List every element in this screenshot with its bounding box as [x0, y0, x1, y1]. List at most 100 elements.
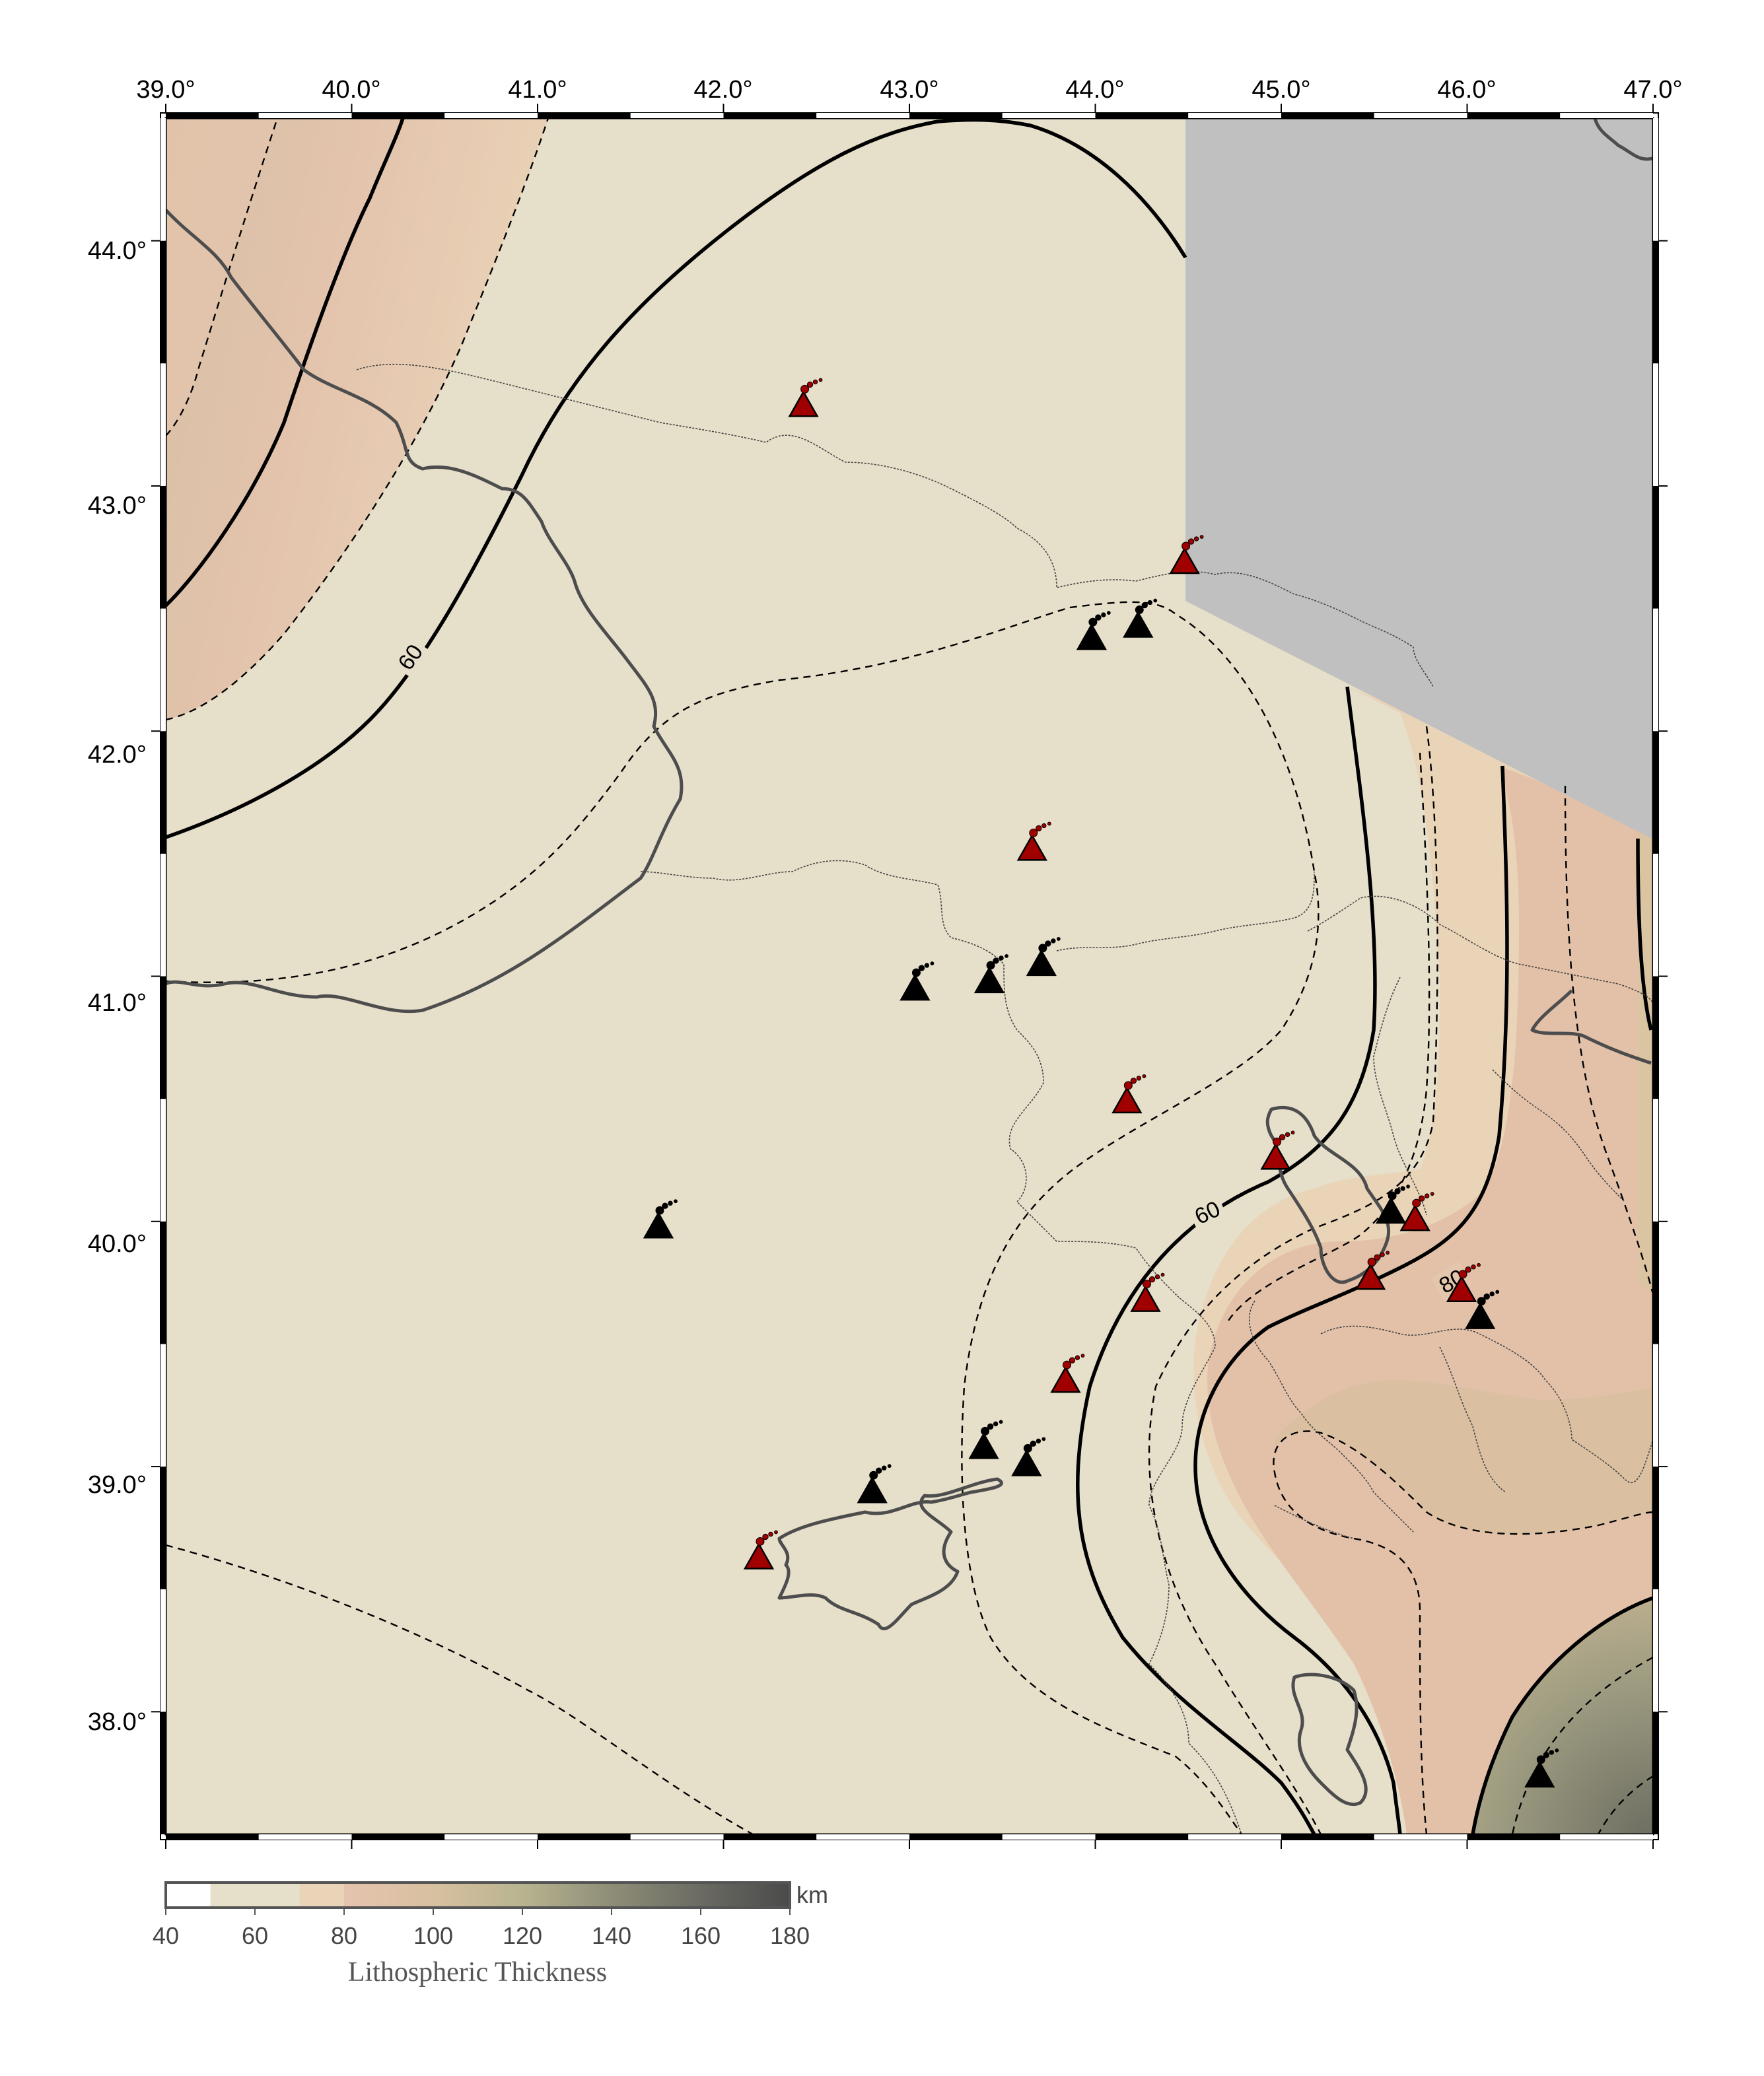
frame-tick-bar	[909, 113, 1003, 118]
thickness-zone-far-southeast	[1473, 1598, 1653, 1834]
colorbar-ticks	[165, 1908, 791, 1915]
colorbar-tick-label: 160	[681, 1922, 721, 1949]
colorbar-tick-label: 40	[153, 1922, 179, 1949]
volcano-black-icon	[973, 954, 1008, 994]
lat-tick-label: 41.0°	[88, 989, 147, 1017]
colorbar-ramp	[164, 1881, 791, 1909]
map-frame	[151, 104, 1668, 1849]
frame-tick-bar	[1653, 1712, 1658, 1834]
frame-tick-bar	[160, 1467, 166, 1589]
frame-tick-bar	[1095, 113, 1189, 118]
lat-tick-label: 43.0°	[88, 492, 147, 520]
frame-tick-bar	[166, 113, 259, 118]
frame-tick-bar	[1467, 1834, 1561, 1840]
frame-tick-bar	[538, 1834, 631, 1840]
lat-tick-label: 38.0°	[88, 1708, 147, 1736]
frame-tick-bar	[160, 1589, 166, 1712]
volcano-red-icon	[1050, 1354, 1085, 1393]
frame-tick-bar	[160, 485, 166, 609]
lake-van-shore	[777, 1477, 1003, 1630]
frame-tick-bar	[166, 1834, 259, 1840]
frame-tick-bar	[444, 113, 538, 118]
frame-tick-bar	[1560, 113, 1653, 118]
frame-tick-bar	[1188, 1834, 1281, 1840]
frame-tick-bar	[630, 1834, 724, 1840]
frame-tick-bar	[160, 118, 166, 241]
frame-tick-bar	[160, 976, 166, 1099]
lake-urmia-shore	[1291, 1673, 1368, 1807]
lat-tick-labels: 44.0° 43.0° 42.0° 41.0° 40.0° 39.0° 38.0…	[88, 237, 147, 1736]
thickness-zone-northwest-inner	[166, 118, 277, 436]
lat-tick-label: 44.0°	[88, 237, 147, 265]
frame-tick-bar	[1095, 1834, 1189, 1840]
frame-tick-bar	[160, 363, 166, 486]
frame-tick-bar	[1653, 1467, 1658, 1589]
volcano-black-icon	[1524, 1748, 1559, 1788]
frame-tick-bar	[1374, 113, 1467, 118]
volcano-red-icon	[1260, 1130, 1295, 1170]
frame-tick-bar	[723, 113, 817, 118]
colorbar-tick-label: 60	[242, 1922, 268, 1949]
no-data-region	[1185, 118, 1653, 839]
volcano-red-icon	[1399, 1192, 1434, 1231]
volcano-red-icon	[1130, 1272, 1165, 1312]
frame-tick-bar	[1653, 731, 1658, 854]
lon-tick-label: 47.0°	[1623, 76, 1682, 104]
colorbar: km 40 60 80 100 120 140 160 180 Lithosph…	[153, 1881, 828, 1988]
contours-bold	[166, 118, 1653, 1834]
frame-tick-bar	[1653, 363, 1658, 486]
frame-tick-bar	[538, 113, 631, 118]
frame-tick-bar	[1002, 113, 1096, 118]
frame-tick-bar	[444, 1834, 538, 1840]
caspian-coast-north	[1593, 118, 1653, 161]
frame-tick-bar	[160, 1712, 166, 1834]
colorbar-unit: km	[796, 1881, 828, 1908]
lat-tick-label: 40.0°	[88, 1230, 147, 1258]
colorbar-tick-label: 140	[592, 1922, 631, 1949]
frame-tick-bar	[258, 1834, 352, 1840]
lon-tick-label: 41.0°	[508, 76, 567, 104]
volcano-black-icon	[1465, 1290, 1500, 1329]
lon-tick-labels: 39.0° 40.0° 41.0° 42.0° 43.0° 44.0° 45.0…	[136, 76, 1682, 104]
volcano-black-icon	[1123, 598, 1158, 638]
volcano-black-icon	[1375, 1185, 1410, 1224]
volcano-black-icon	[1076, 611, 1111, 650]
caspian-coast-east	[1530, 989, 1652, 1065]
volcano-layer	[643, 378, 1559, 1788]
lon-tick-label: 39.0°	[136, 76, 195, 104]
colorbar-tick-label: 100	[413, 1922, 453, 1949]
frame-tick-bar	[1653, 1589, 1658, 1712]
lat-tick-label: 39.0°	[88, 1471, 147, 1499]
frame-tick-bar	[723, 1834, 817, 1840]
contours-dashed	[166, 118, 1653, 1834]
frame-tick-bar	[1653, 485, 1658, 609]
frame-tick-bar	[160, 608, 166, 732]
frame-tick-bar	[1653, 240, 1658, 364]
volcano-black-icon	[1026, 937, 1061, 977]
frame-tick-bar	[160, 853, 166, 977]
volcano-red-icon	[1111, 1074, 1147, 1114]
frame-tick-bar	[909, 1834, 1003, 1840]
colorbar-tick-label: 80	[331, 1922, 357, 1949]
frame-tick-bar	[1281, 113, 1374, 118]
volcano-black-icon	[643, 1199, 678, 1239]
colorbar-title: Lithospheric Thickness	[348, 1957, 607, 1988]
frame-tick-bar	[1653, 118, 1658, 241]
volcano-red-icon	[1446, 1263, 1481, 1302]
black-sea-coast	[166, 209, 684, 1014]
frame-tick-bar	[1374, 1834, 1467, 1840]
lat-tick-label: 42.0°	[88, 741, 147, 769]
frame-tick-bar	[351, 1834, 445, 1840]
frame-tick-bar	[630, 113, 724, 118]
volcano-black-icon	[968, 1420, 1003, 1459]
volcano-black-icon	[857, 1464, 892, 1504]
frame-tick-bar	[816, 113, 909, 118]
volcano-black-icon	[1011, 1437, 1046, 1476]
frame-tick-bar	[160, 1221, 166, 1344]
colorbar-tick-label: 180	[770, 1922, 810, 1949]
frame-tick-bar	[351, 113, 445, 118]
frame-tick-bar	[1653, 608, 1658, 732]
volcano-red-icon	[743, 1530, 778, 1570]
frame-tick-bar	[160, 1099, 166, 1222]
lon-tick-label: 40.0°	[322, 76, 380, 104]
